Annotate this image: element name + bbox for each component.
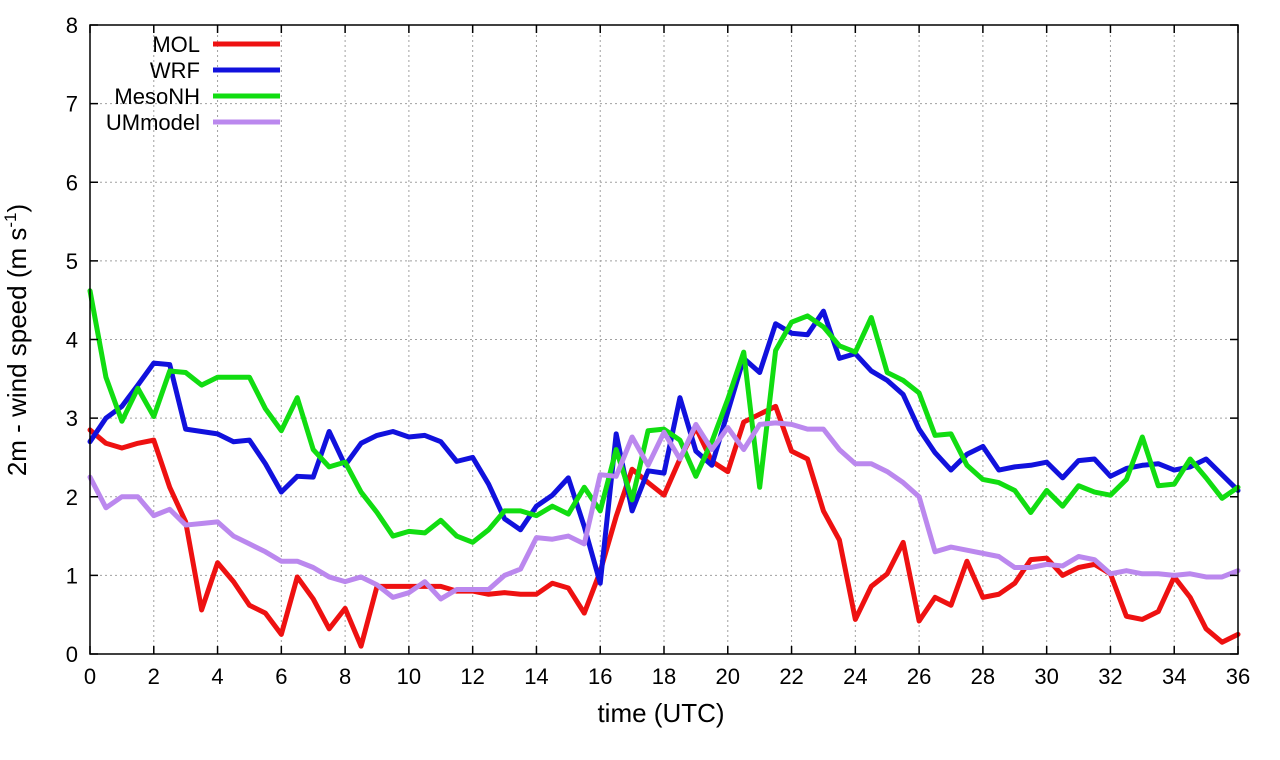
y-tick-label: 3	[66, 406, 78, 431]
y-tick-label: 8	[66, 13, 78, 38]
y-axis-label-superscript: -1	[1, 213, 20, 228]
x-tick-label: 16	[588, 664, 612, 689]
y-tick-label: 5	[66, 249, 78, 274]
series-line-mesonh	[87, 288, 1241, 545]
series-line-wrf	[87, 308, 1241, 586]
legend-label-ummodel: UMmodel	[106, 110, 200, 135]
series-line-ummodel	[87, 420, 1241, 602]
y-tick-label: 6	[66, 170, 78, 195]
x-axis-ticks: 0 2 4 6 8 10 12 14 16 18 20 22 24 26 28 30 32 34 36	[84, 25, 1250, 689]
x-tick-label: 24	[843, 664, 867, 689]
y-tick-label: 2	[66, 485, 78, 510]
x-tick-label: 28	[971, 664, 995, 689]
x-tick-label: 36	[1226, 664, 1250, 689]
x-tick-label: 32	[1098, 664, 1122, 689]
x-tick-label: 10	[397, 664, 421, 689]
y-axis-label-close: )	[2, 204, 32, 213]
x-tick-label: 14	[524, 664, 548, 689]
y-axis-ticks: 0 1 2 3 4 5 6 7 8	[66, 13, 1238, 667]
x-tick-label: 0	[84, 664, 96, 689]
x-tick-label: 2	[148, 664, 160, 689]
series-line-mol	[87, 403, 1241, 649]
x-tick-label: 18	[652, 664, 676, 689]
y-axis-label: 2m - wind speed (m s-1)	[1, 204, 32, 476]
series-lines	[87, 288, 1241, 649]
x-tick-label: 30	[1034, 664, 1058, 689]
y-tick-label: 4	[66, 328, 78, 353]
x-tick-label: 8	[339, 664, 351, 689]
y-tick-label: 0	[66, 642, 78, 667]
x-tick-label: 20	[716, 664, 740, 689]
grid	[90, 25, 1238, 654]
x-tick-label: 22	[779, 664, 803, 689]
y-tick-label: 7	[66, 92, 78, 117]
y-axis-label-base: 2m - wind speed (m s	[2, 228, 32, 477]
x-tick-label: 6	[275, 664, 287, 689]
legend-label-mol: MOL	[152, 32, 200, 57]
x-tick-label: 12	[460, 664, 484, 689]
x-axis-label: time (UTC)	[597, 698, 724, 728]
y-tick-label: 1	[66, 563, 78, 588]
x-tick-label: 34	[1162, 664, 1186, 689]
legend-label-wrf: WRF	[150, 58, 200, 83]
x-tick-label: 4	[211, 664, 223, 689]
legend-label-mesonh: MesoNH	[114, 84, 200, 109]
x-tick-label: 26	[907, 664, 931, 689]
